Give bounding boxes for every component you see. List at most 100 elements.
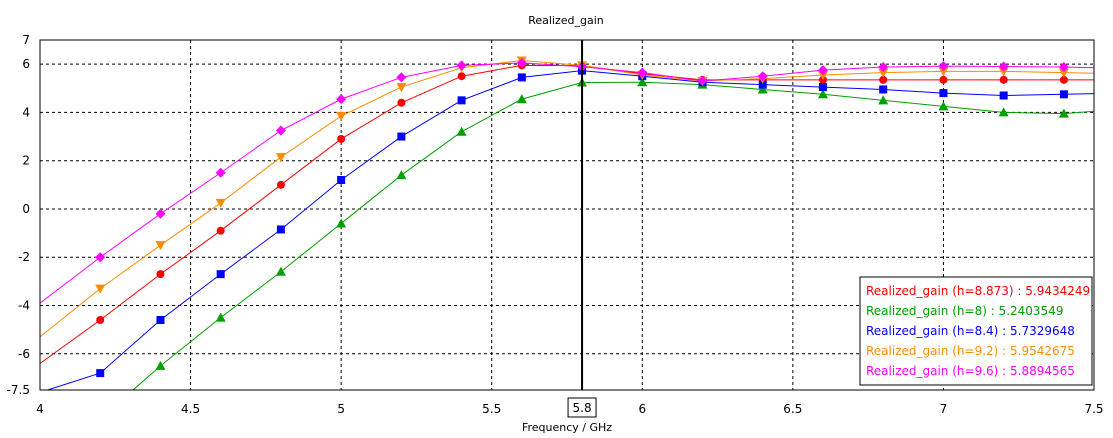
data-point bbox=[817, 65, 828, 76]
legend-entry: Realized_gain (h=8.873) : 5.9434249 bbox=[866, 284, 1090, 298]
y-tick-label: 7 bbox=[22, 33, 30, 47]
data-point bbox=[817, 89, 828, 99]
data-point bbox=[396, 83, 407, 93]
data-point bbox=[155, 241, 166, 251]
data-point bbox=[396, 72, 407, 83]
data-point bbox=[95, 252, 106, 263]
data-point bbox=[275, 266, 286, 276]
data-point bbox=[216, 270, 225, 279]
x-axis-label: Frequency / GHz bbox=[522, 421, 612, 434]
marker-label-box[interactable]: 5.8 bbox=[567, 397, 597, 418]
data-point bbox=[457, 96, 466, 105]
marker-label: 5.8 bbox=[573, 401, 592, 415]
data-point bbox=[999, 91, 1008, 100]
data-point bbox=[878, 95, 889, 105]
data-point bbox=[879, 85, 888, 94]
legend-entry: Realized_gain (h=9.2) : 5.9542675 bbox=[866, 344, 1075, 358]
data-point bbox=[216, 226, 225, 235]
data-point bbox=[516, 57, 527, 68]
data-point bbox=[998, 67, 1009, 77]
data-point bbox=[1058, 108, 1069, 118]
axis-tick-labels: 4 4.5 5 5.5 6 6.5 7 7.5 -7.5 -6 -4 -2 0 2 4 6 7 bbox=[7, 33, 1104, 416]
data-point bbox=[998, 107, 1009, 117]
x-tick-label: 6 bbox=[638, 402, 646, 416]
plot-frame bbox=[39, 39, 1095, 391]
x-tick-label: 4 bbox=[36, 402, 44, 416]
data-point bbox=[1059, 75, 1068, 84]
x-tick-label: 7 bbox=[940, 402, 948, 416]
y-tick-label: -4 bbox=[18, 299, 30, 313]
legend-frame bbox=[859, 276, 1093, 386]
legend-entry: Realized_gain (h=8.4) : 5.7329648 bbox=[866, 324, 1075, 338]
y-tick-label: 6 bbox=[22, 57, 30, 71]
data-point bbox=[96, 369, 105, 378]
data-point bbox=[938, 101, 949, 111]
data-point bbox=[215, 312, 226, 322]
y-tick-label: -6 bbox=[18, 347, 30, 361]
data-point bbox=[95, 284, 106, 294]
data-point bbox=[397, 98, 406, 107]
data-point bbox=[758, 80, 767, 89]
data-point bbox=[276, 180, 285, 189]
data-point bbox=[938, 67, 949, 77]
data-point bbox=[155, 208, 166, 219]
y-tick-label: 4 bbox=[22, 105, 30, 119]
data-point bbox=[1059, 90, 1068, 99]
data-point bbox=[156, 270, 165, 279]
data-point bbox=[156, 316, 165, 324]
y-tick-label: -7.5 bbox=[7, 383, 30, 397]
data-point bbox=[396, 170, 407, 180]
legend-entry: Realized_gain (h=8) : 5.2403549 bbox=[866, 304, 1063, 318]
data-point bbox=[337, 134, 346, 143]
data-point bbox=[275, 125, 286, 136]
data-point bbox=[1058, 68, 1069, 78]
data-point bbox=[939, 75, 948, 84]
data-point bbox=[817, 71, 828, 80]
x-tick-label: 6.5 bbox=[783, 402, 802, 416]
data-point bbox=[275, 153, 286, 163]
legend-entry: Realized_gain (h=9.6) : 5.8894565 bbox=[866, 364, 1075, 378]
data-point bbox=[757, 71, 768, 82]
data-point bbox=[215, 198, 226, 208]
x-tick-label: 7.5 bbox=[1084, 402, 1103, 416]
legend-items: Realized_gain (h=8.873) : 5.9434249 Reali… bbox=[866, 284, 1090, 378]
x-tick-label: 5.5 bbox=[482, 402, 501, 416]
y-tick-label: -2 bbox=[18, 250, 30, 264]
data-point bbox=[999, 75, 1008, 84]
data-point bbox=[397, 132, 406, 141]
y-tick-label: 0 bbox=[22, 202, 30, 216]
data-point bbox=[878, 68, 889, 78]
data-point bbox=[276, 225, 285, 234]
data-point bbox=[336, 94, 347, 105]
data-point bbox=[757, 84, 768, 94]
chart-title: Realized_gain bbox=[528, 14, 604, 27]
data-point bbox=[818, 83, 827, 92]
data-point bbox=[336, 218, 347, 228]
marker-label-frame bbox=[567, 397, 597, 418]
data-point bbox=[337, 176, 346, 184]
data-point bbox=[939, 89, 948, 98]
data-point bbox=[516, 94, 527, 104]
data-point bbox=[155, 360, 166, 370]
data-point bbox=[336, 112, 347, 122]
x-tick-label: 4.5 bbox=[181, 402, 200, 416]
data-point bbox=[457, 72, 466, 81]
data-point bbox=[517, 73, 526, 82]
data-point bbox=[215, 167, 226, 178]
data-point bbox=[1058, 62, 1069, 73]
data-point bbox=[95, 414, 105, 423]
data-point bbox=[878, 62, 889, 73]
data-point bbox=[456, 126, 467, 136]
data-point bbox=[938, 61, 949, 72]
data-point bbox=[637, 67, 648, 78]
data-point bbox=[96, 316, 105, 324]
data-point bbox=[879, 75, 888, 84]
data-point bbox=[456, 60, 467, 71]
data-point bbox=[998, 61, 1009, 72]
y-tick-label: 2 bbox=[22, 154, 30, 168]
data-point bbox=[697, 76, 708, 87]
data-point bbox=[637, 77, 648, 87]
legend: Realized_gain (h=8.873) : 5.9434249 Reali… bbox=[859, 276, 1093, 386]
x-tick-label: 5 bbox=[337, 402, 345, 416]
